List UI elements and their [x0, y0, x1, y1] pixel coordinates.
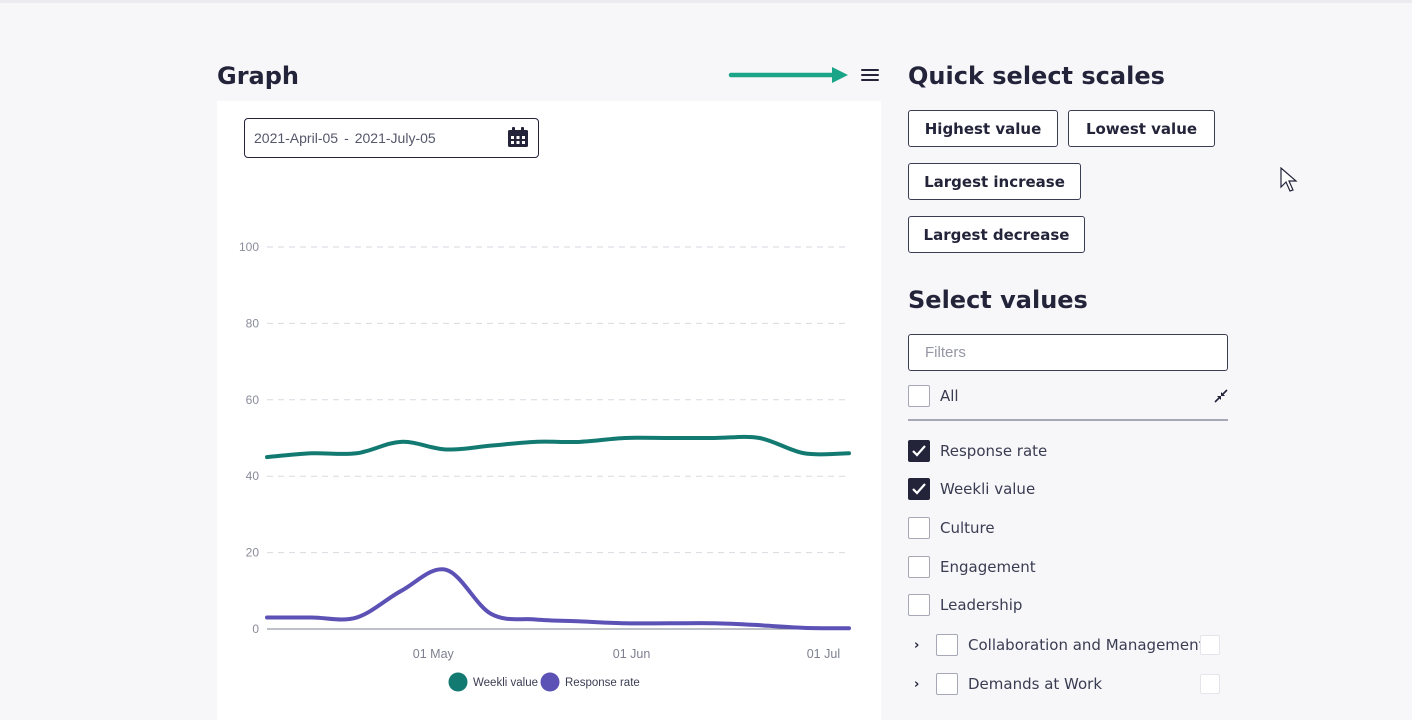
mouse-cursor-icon	[1280, 167, 1298, 192]
response-rate-checkbox[interactable]	[908, 440, 930, 462]
collapse-arrows-icon[interactable]	[1214, 389, 1228, 403]
value-item-collaboration-and-management[interactable]: › Collaboration and Management	[914, 634, 1205, 656]
series-line-weekli-value	[265, 434, 851, 460]
x-tick-label: 01 Jul	[807, 647, 840, 661]
all-row[interactable]: All	[908, 385, 959, 407]
y-tick-label: 100	[239, 240, 259, 254]
collaboration-secondary-checkbox[interactable]	[1200, 635, 1220, 655]
value-item-culture[interactable]: Culture	[908, 517, 995, 539]
top-bar	[0, 0, 1412, 3]
date-start: 2021-April-05	[254, 130, 339, 146]
lowest-value-button[interactable]: Lowest value	[1068, 110, 1215, 147]
y-tick-label: 80	[246, 316, 260, 330]
weekli-value-checkbox[interactable]	[908, 478, 930, 500]
date-range-picker[interactable]: 2021-April-05 - 2021-July-05	[244, 118, 539, 158]
x-tick-label: 01 May	[413, 647, 455, 661]
value-item-weekli-value[interactable]: Weekli value	[908, 478, 1035, 500]
response-rate-label: Response rate	[940, 442, 1048, 460]
all-checkbox[interactable]	[908, 385, 930, 407]
legend-marker	[448, 672, 468, 692]
culture-label: Culture	[940, 519, 995, 537]
demands-secondary-checkbox[interactable]	[1200, 674, 1220, 694]
engagement-checkbox[interactable]	[908, 556, 930, 578]
largest-decrease-button[interactable]: Largest decrease	[908, 216, 1085, 253]
quick-select-title: Quick select scales	[908, 62, 1165, 90]
largest-increase-button[interactable]: Largest increase	[908, 163, 1081, 200]
highest-value-button[interactable]: Highest value	[908, 110, 1058, 147]
collaboration-label: Collaboration and Management	[968, 636, 1205, 654]
leadership-label: Leadership	[940, 596, 1023, 614]
select-values-title: Select values	[908, 286, 1088, 314]
calendar-icon[interactable]	[507, 126, 529, 148]
x-tick-label: 01 Jun	[613, 647, 651, 661]
y-tick-label: 60	[246, 393, 260, 407]
legend-marker	[540, 672, 560, 692]
value-item-demands-at-work[interactable]: › Demands at Work	[914, 673, 1102, 695]
line-chart: 0 20 40 60 80 100 01 May 01 Jun 01 Jul Weekli val…	[239, 240, 851, 692]
leadership-checkbox[interactable]	[908, 594, 930, 616]
demands-label: Demands at Work	[968, 675, 1103, 693]
chevron-right-icon[interactable]: ›	[914, 676, 920, 692]
value-item-response-rate[interactable]: Response rate	[908, 440, 1047, 462]
hamburger-menu-icon[interactable]	[861, 66, 879, 84]
weekli-value-label: Weekli value	[940, 480, 1036, 498]
graph-title: Graph	[217, 62, 299, 90]
collaboration-checkbox[interactable]	[936, 634, 958, 656]
series-line-response-rate	[265, 567, 851, 631]
all-divider	[908, 419, 1228, 421]
y-tick-label: 20	[246, 546, 260, 560]
checkmark-icon	[912, 483, 926, 495]
date-separator: -	[344, 130, 349, 146]
arrow-right-icon	[728, 67, 848, 83]
legend-label: Weekli value	[473, 677, 538, 689]
value-item-leadership[interactable]: Leadership	[908, 594, 1022, 616]
y-tick-label: 0	[252, 622, 259, 636]
y-tick-label: 40	[246, 469, 260, 483]
date-end: 2021-July-05	[354, 130, 436, 146]
legend-label: Response rate	[565, 677, 640, 689]
filter-input[interactable]	[908, 334, 1228, 371]
chevron-right-icon[interactable]: ›	[914, 637, 920, 653]
demands-checkbox[interactable]	[936, 673, 958, 695]
checkmark-icon	[912, 445, 926, 457]
value-item-engagement[interactable]: Engagement	[908, 556, 1036, 578]
culture-checkbox[interactable]	[908, 517, 930, 539]
engagement-label: Engagement	[940, 558, 1036, 576]
all-label: All	[940, 387, 959, 405]
